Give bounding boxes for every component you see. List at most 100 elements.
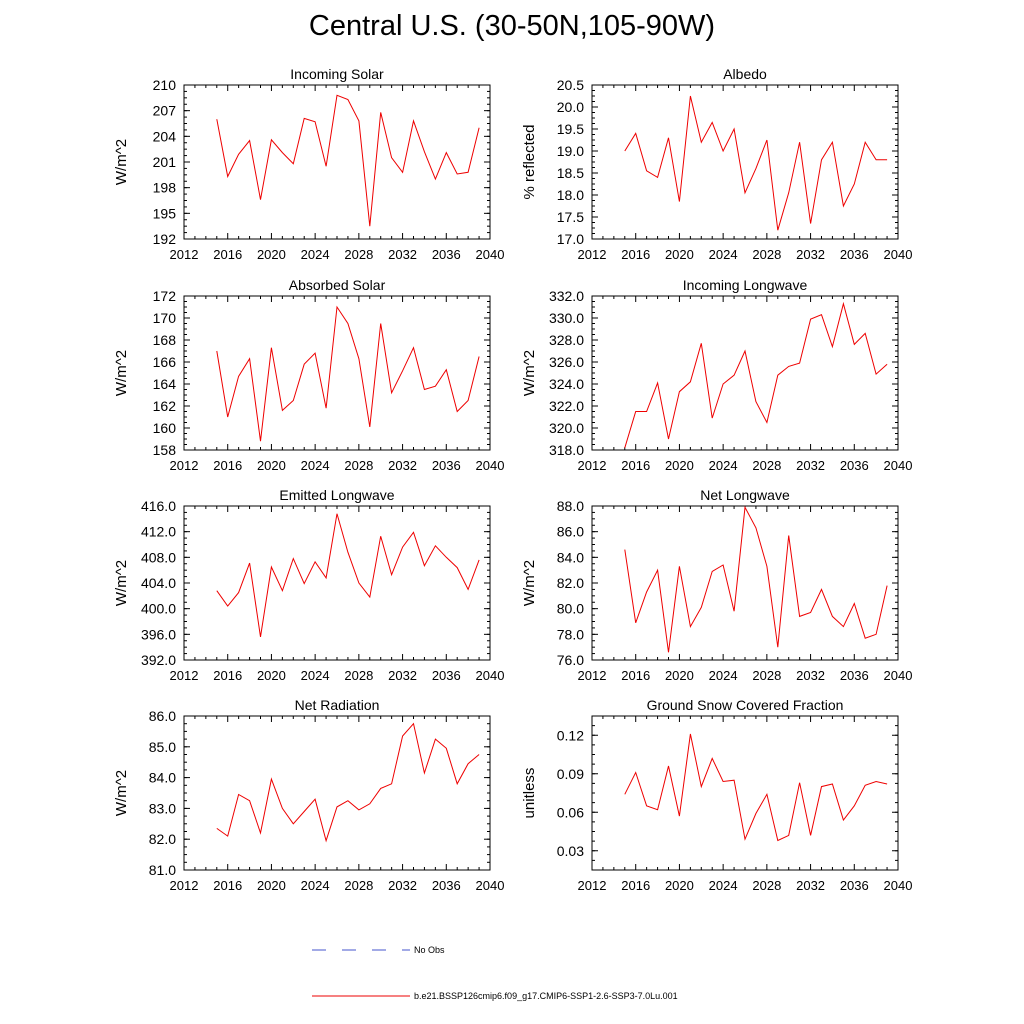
net-radiation-xtick-label: 2012 <box>170 878 199 893</box>
net-radiation-ytick-label: 81.0 <box>149 862 176 878</box>
net-radiation-ytick-label: 82.0 <box>149 831 176 847</box>
emitted-longwave-series-line <box>216 513 480 637</box>
albedo-xtick-label: 2012 <box>578 247 607 262</box>
ground-snow-covered-fraction-xtick-label: 2016 <box>621 878 650 893</box>
incoming-solar-ytick-label: 195 <box>153 205 177 221</box>
emitted-longwave-title: Emitted Longwave <box>279 487 394 503</box>
incoming-longwave-title: Incoming Longwave <box>683 277 808 293</box>
incoming-longwave-ytick-label: 326.0 <box>549 354 584 370</box>
absorbed-solar-ytick-label: 170 <box>153 310 177 326</box>
net-radiation-xtick-label: 2040 <box>476 878 505 893</box>
incoming-solar-xtick-label: 2024 <box>301 247 330 262</box>
absorbed-solar-ytick-label: 164 <box>153 376 177 392</box>
incoming-solar-xtick-label: 2032 <box>388 247 417 262</box>
ground-snow-covered-fraction-xtick-label: 2032 <box>796 878 825 893</box>
albedo-ytick-label: 19.5 <box>557 121 584 137</box>
net-longwave-xtick-label: 2016 <box>621 668 650 683</box>
net-longwave-ylabel: W/m^2 <box>521 560 538 606</box>
net-radiation-ytick-label: 86.0 <box>149 708 176 724</box>
absorbed-solar-xtick-label: 2032 <box>388 458 417 473</box>
emitted-longwave-ytick-label: 400.0 <box>141 601 176 617</box>
net-radiation-xtick-label: 2020 <box>257 878 286 893</box>
albedo-xtick-label: 2040 <box>884 247 913 262</box>
absorbed-solar-xtick-label: 2012 <box>170 458 199 473</box>
panel-incoming-longwave: Incoming Longwave W/m^2 2012 2016 2020 2024 20… <box>521 277 912 473</box>
net-radiation-xtick-label: 2036 <box>432 878 461 893</box>
ground-snow-covered-fraction-ylabel: unitless <box>521 768 538 819</box>
panel-albedo: Albedo % reflected 2012 2016 2020 2024 2028 203… <box>521 66 912 262</box>
absorbed-solar-xtick-label: 2024 <box>301 458 330 473</box>
absorbed-solar-ytick-label: 160 <box>153 420 177 436</box>
legend-obs-label: No Obs <box>414 945 445 955</box>
incoming-longwave-ytick-label: 324.0 <box>549 376 584 392</box>
incoming-longwave-xtick-label: 2032 <box>796 458 825 473</box>
incoming-solar-ytick-label: 210 <box>153 77 177 93</box>
ground-snow-covered-fraction-xtick-label: 2012 <box>578 878 607 893</box>
ground-snow-covered-fraction-xtick-label: 2036 <box>840 878 869 893</box>
incoming-solar-xtick-label: 2028 <box>344 247 373 262</box>
absorbed-solar-xtick-label: 2016 <box>213 458 242 473</box>
emitted-longwave-xtick-label: 2028 <box>344 668 373 683</box>
absorbed-solar-xtick-label: 2040 <box>476 458 505 473</box>
emitted-longwave-xtick-label: 2012 <box>170 668 199 683</box>
incoming-solar-ytick-label: 207 <box>153 103 177 119</box>
incoming-longwave-xtick-label: 2024 <box>709 458 738 473</box>
albedo-xtick-label: 2020 <box>665 247 694 262</box>
net-radiation-frame <box>183 715 491 871</box>
incoming-longwave-ytick-label: 330.0 <box>549 310 584 326</box>
emitted-longwave-ylabel: W/m^2 <box>113 560 130 606</box>
ground-snow-covered-fraction-xtick-label: 2028 <box>752 878 781 893</box>
net-longwave-ytick-label: 86.0 <box>557 524 584 540</box>
absorbed-solar-ytick-label: 172 <box>153 288 177 304</box>
panel-absorbed-solar: Absorbed Solar W/m^2 2012 2016 2020 2024 2028 2… <box>113 277 504 473</box>
figure-title: Central U.S. (30-50N,105-90W) <box>308 10 716 42</box>
incoming-solar-ylabel: W/m^2 <box>113 139 130 185</box>
emitted-longwave-xtick-label: 2032 <box>388 668 417 683</box>
absorbed-solar-ytick-label: 168 <box>153 332 177 348</box>
emitted-longwave-xtick-label: 2040 <box>476 668 505 683</box>
incoming-solar-ytick-label: 198 <box>153 180 177 196</box>
absorbed-solar-series-line <box>216 305 480 442</box>
albedo-ytick-label: 19.0 <box>557 143 584 159</box>
ground-snow-covered-fraction-title: Ground Snow Covered Fraction <box>647 697 844 713</box>
net-radiation-xtick-label: 2016 <box>213 878 242 893</box>
legend-model-label: b.e21.BSSP126cmip6.f09_g17.CMIP6-SSP1-2.… <box>414 991 678 1001</box>
panel-incoming-solar: Incoming Solar W/m^2 2012 2016 2020 2024 2028 2… <box>113 66 504 262</box>
net-radiation-ytick-label: 85.0 <box>149 739 176 755</box>
emitted-longwave-xtick-label: 2016 <box>213 668 242 683</box>
albedo-ytick-label: 17.5 <box>557 209 584 225</box>
emitted-longwave-xtick-label: 2024 <box>301 668 330 683</box>
incoming-longwave-ytick-label: 318.0 <box>549 442 584 458</box>
ground-snow-covered-fraction-series-line <box>624 733 888 842</box>
ground-snow-covered-fraction-xtick-label: 2024 <box>709 878 738 893</box>
incoming-longwave-ytick-label: 332.0 <box>549 288 584 304</box>
emitted-longwave-ytick-label: 408.0 <box>141 549 176 565</box>
incoming-longwave-ytick-label: 322.0 <box>549 398 584 414</box>
net-radiation-title: Net Radiation <box>295 697 380 713</box>
panel-emitted-longwave: Emitted Longwave W/m^2 2012 2016 2020 2024 202… <box>113 487 504 683</box>
absorbed-solar-xtick-label: 2028 <box>344 458 373 473</box>
incoming-solar-xtick-label: 2012 <box>170 247 199 262</box>
albedo-xtick-label: 2032 <box>796 247 825 262</box>
ground-snow-covered-fraction-ytick-label: 0.06 <box>557 804 584 820</box>
albedo-xtick-label: 2036 <box>840 247 869 262</box>
net-longwave-ytick-label: 88.0 <box>557 498 584 514</box>
emitted-longwave-ytick-label: 416.0 <box>141 498 176 514</box>
albedo-frame <box>591 84 899 240</box>
incoming-longwave-xtick-label: 2028 <box>752 458 781 473</box>
absorbed-solar-ytick-label: 162 <box>153 398 177 414</box>
incoming-longwave-xtick-label: 2016 <box>621 458 650 473</box>
panel-ground-snow-covered-fraction: Ground Snow Covered Fraction unitless 2012… <box>521 697 912 893</box>
absorbed-solar-ytick-label: 166 <box>153 354 177 370</box>
incoming-longwave-ylabel: W/m^2 <box>521 350 538 396</box>
net-longwave-xtick-label: 2024 <box>709 668 738 683</box>
albedo-xtick-label: 2016 <box>621 247 650 262</box>
net-longwave-series-line <box>624 505 888 653</box>
emitted-longwave-ytick-label: 412.0 <box>141 524 176 540</box>
incoming-solar-title: Incoming Solar <box>290 66 384 82</box>
ground-snow-covered-fraction-ytick-label: 0.09 <box>557 766 584 782</box>
albedo-ytick-label: 20.0 <box>557 99 584 115</box>
emitted-longwave-frame <box>183 505 491 661</box>
